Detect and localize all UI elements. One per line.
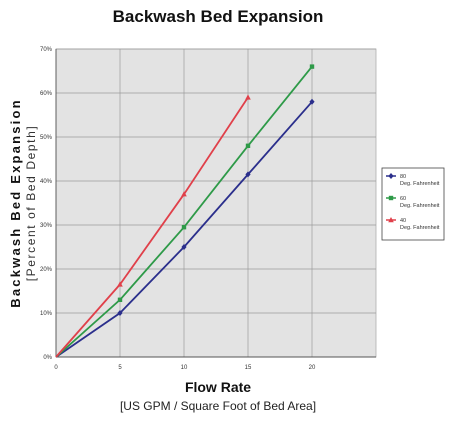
y-tick-label: 30% [40,223,53,229]
legend-label-unit: Deg. Fahrenheit [400,225,440,231]
y-axis-subtitle: [Percent of Bed Depth] [24,125,38,282]
axes [55,49,376,358]
y-tick-label: 0% [43,355,52,361]
legend-label-unit: Deg. Fahrenheit [400,181,440,187]
x-axis-sublabel: [US GPM / Square Foot of Bed Area] [120,399,316,413]
legend-label: 60 [400,196,406,202]
data-series [55,64,315,358]
y-axis-title: Backwash Bed Expansion [8,98,23,308]
data-point-60 [181,225,187,230]
series-line-40 [55,96,249,358]
legend-marker [388,195,394,201]
data-point-60 [245,143,251,148]
data-point-60 [117,297,123,302]
data-point-80 [117,310,123,316]
data-point-40 [117,281,123,287]
x-tick-label: 0 [54,365,58,371]
data-point-40 [245,94,251,100]
x-axis-label: Flow Rate [185,379,251,395]
chart-title: Backwash Bed Expansion [113,7,324,26]
x-tick-label: 10 [181,365,188,371]
legend-label-unit: Deg. Fahrenheit [400,203,440,209]
y-tick-label: 60% [40,91,53,97]
data-point-80 [181,244,187,250]
legend-marker [388,217,394,223]
data-point-80 [245,171,251,178]
legend-marker [388,173,394,179]
y-tick-label: 50% [40,135,53,141]
x-tick-label: 20 [309,365,316,371]
y-tick-label: 20% [40,267,53,273]
data-point-80 [309,98,315,105]
legend-label: 80 [400,174,406,180]
legend-box [381,167,445,241]
y-tick-label: 70% [40,47,53,53]
x-tick-labels: 0 5 10 15 20 [54,365,316,371]
y-axis-label: Backwash Bed Expansion [8,98,23,308]
plot-area [55,48,377,358]
legend-label: 40 [400,218,406,224]
x-tick-label: 5 [118,365,122,371]
y-tick-label: 40% [40,179,53,185]
y-tick-labels: 0% 10% 20% 30% 40% 50% 60% 70% [40,47,53,361]
data-point-60 [309,64,315,69]
data-point-40 [181,191,187,197]
y-tick-label: 10% [40,311,53,317]
x-tick-label: 15 [245,365,252,371]
y-axis-sublabel: [Percent of Bed Depth] [24,125,38,282]
